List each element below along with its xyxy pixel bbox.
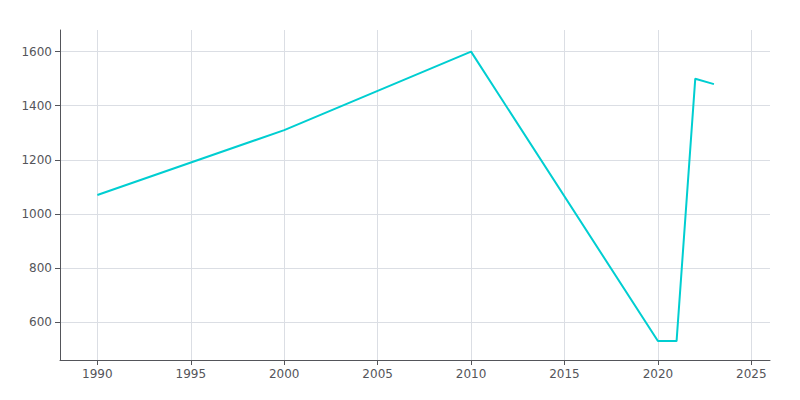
svg-text:600: 600 [29,315,52,329]
svg-text:1995: 1995 [176,367,207,381]
svg-text:2005: 2005 [362,367,393,381]
svg-text:2020: 2020 [643,367,674,381]
svg-text:1600: 1600 [21,45,52,59]
svg-text:1200: 1200 [21,153,52,167]
svg-text:1400: 1400 [21,99,52,113]
svg-text:1000: 1000 [21,207,52,221]
svg-text:2000: 2000 [269,367,300,381]
svg-text:1990: 1990 [82,367,113,381]
svg-text:2010: 2010 [456,367,487,381]
svg-text:2025: 2025 [736,367,767,381]
svg-text:800: 800 [29,261,52,275]
svg-text:2015: 2015 [549,367,580,381]
